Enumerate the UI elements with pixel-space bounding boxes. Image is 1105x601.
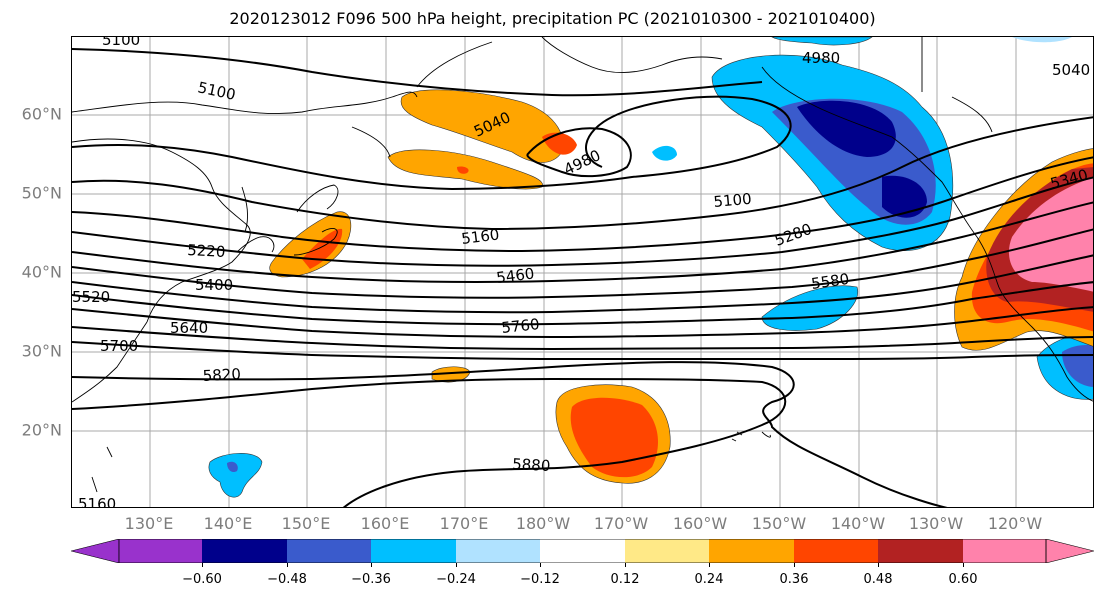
colorbar-tick-mark	[878, 563, 879, 567]
colorbar-bin	[625, 539, 709, 563]
contour-label: 5400	[195, 276, 233, 294]
colorbar-tick-label: −0.60	[182, 572, 222, 587]
colorbar-tick-mark	[794, 563, 795, 567]
lat-label-20n: 20°N	[21, 420, 62, 440]
lon-label-130e: 130°E	[124, 514, 174, 533]
lat-label-50n: 50°N	[21, 183, 62, 203]
lon-label-150w: 150°W	[751, 514, 807, 533]
colorbar-tick-label: 0.60	[948, 572, 978, 587]
colorbar-tick-mark	[371, 563, 372, 567]
height-contours	[72, 48, 1093, 507]
contour-label: 5040	[1052, 61, 1090, 79]
lon-label-170w: 170°W	[593, 514, 649, 533]
contour-label: 4980	[802, 49, 840, 67]
colorbar-bin	[709, 539, 794, 563]
contour-label: 5160	[78, 495, 116, 508]
colorbar-bin	[878, 539, 963, 563]
colorbar-tick-label: 0.48	[863, 572, 893, 587]
lon-label-150e: 150°E	[281, 514, 331, 533]
colorbar-bin	[202, 539, 287, 563]
contour-label: 5760	[501, 315, 541, 337]
contour-label: 5700	[100, 337, 138, 355]
contour-label: 5580	[810, 270, 850, 293]
colorbar-tick-mark	[709, 563, 710, 567]
contour-label: 5220	[187, 241, 226, 261]
lat-label-30n: 30°N	[21, 341, 62, 361]
colorbar-tick-label: 0.36	[779, 572, 809, 587]
lon-label-120w: 120°W	[987, 514, 1043, 533]
colorbar-tick-mark	[625, 563, 626, 567]
colorbar-bin	[371, 539, 456, 563]
colorbar-bin	[456, 539, 540, 563]
colorbar-extend-max	[1045, 539, 1094, 563]
colorbar	[71, 539, 1094, 563]
colorbar-bin	[119, 539, 202, 563]
colorbar-tick-label: 0.24	[694, 572, 724, 587]
colorbar-tick-label: −0.12	[520, 572, 560, 587]
contour-label: 5160	[460, 225, 500, 248]
colorbar-bin	[540, 539, 625, 563]
contour-label: 5820	[202, 365, 241, 385]
colorbar-tick-label: −0.48	[267, 572, 307, 587]
map-title: 2020123012 F096 500 hPa height, precipit…	[229, 9, 876, 28]
lon-label-160e: 160°E	[360, 514, 410, 533]
contour-label: 5100	[102, 37, 140, 49]
contour-labels: 5100 5100 4980 5040 5040 4980 5100 5160 …	[72, 37, 1090, 508]
colorbar-tick-mark	[456, 563, 457, 567]
contour-label: 5100	[713, 190, 753, 211]
lon-label-170e: 170°E	[439, 514, 489, 533]
lat-label-60n: 60°N	[21, 104, 62, 124]
lon-label-160w: 160°W	[672, 514, 728, 533]
colorbar-outline	[118, 539, 1047, 563]
contour-label: 5640	[170, 319, 208, 337]
colorbar-bin	[794, 539, 878, 563]
contour-label: 5520	[72, 288, 110, 306]
colorbar-extend-min	[71, 539, 120, 563]
lon-label-140w: 140°W	[830, 514, 886, 533]
colorbar-tick-label: −0.24	[436, 572, 476, 587]
lon-label-130w: 130°W	[908, 514, 964, 533]
map-panel[interactable]: 5100 5100 4980 5040 5040 4980 5100 5160 …	[71, 36, 1094, 508]
contour-label: 5100	[196, 78, 237, 104]
contour-label: 5880	[512, 455, 551, 475]
lon-label-180w: 180°W	[515, 514, 571, 533]
map-canvas[interactable]: 5100 5100 4980 5040 5040 4980 5100 5160 …	[72, 37, 1094, 508]
colorbar-tick-label: −0.36	[351, 572, 391, 587]
colorbar-tick-mark	[287, 563, 288, 567]
colorbar-tick-mark	[540, 563, 541, 567]
colorbar-tick-mark	[202, 563, 203, 567]
colorbar-tick-label: 0.12	[610, 572, 640, 587]
lat-label-40n: 40°N	[21, 262, 62, 282]
colorbar-bin	[287, 539, 371, 563]
colorbar-tick-mark	[963, 563, 964, 567]
contour-label: 5280	[772, 220, 814, 250]
contour-label: 5460	[495, 264, 535, 287]
colorbar-bin	[963, 539, 1046, 563]
lon-label-140e: 140°E	[203, 514, 253, 533]
